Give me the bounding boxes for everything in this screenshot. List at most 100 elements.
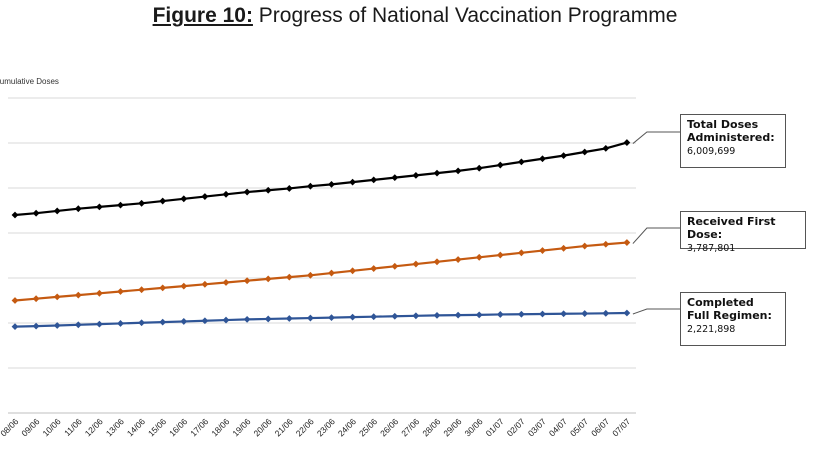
data-point bbox=[138, 286, 145, 294]
data-point bbox=[222, 279, 230, 286]
data-point bbox=[581, 148, 589, 156]
x-tick-label: 10/06 bbox=[40, 416, 62, 438]
x-tick-label: 25/06 bbox=[357, 416, 379, 438]
data-point bbox=[560, 244, 567, 252]
data-point bbox=[349, 313, 356, 321]
data-point bbox=[391, 262, 399, 270]
x-tick-label: 20/06 bbox=[251, 416, 273, 438]
x-tick-label: 18/06 bbox=[209, 416, 231, 438]
data-point bbox=[518, 310, 525, 318]
data-point bbox=[496, 161, 504, 169]
data-point bbox=[138, 319, 145, 327]
data-point bbox=[285, 185, 293, 192]
series-line-2 bbox=[14, 311, 627, 328]
data-point bbox=[560, 152, 567, 159]
callout-total-value: 6,009,699 bbox=[687, 146, 736, 157]
data-point bbox=[32, 322, 40, 330]
data-point bbox=[370, 313, 378, 321]
series-line-1 bbox=[14, 241, 627, 302]
data-point bbox=[32, 295, 40, 303]
series-line-0 bbox=[14, 141, 628, 217]
data-point bbox=[201, 193, 209, 200]
data-point bbox=[454, 311, 462, 319]
x-tick-label: 27/06 bbox=[399, 416, 421, 438]
data-point bbox=[180, 318, 188, 325]
data-point bbox=[623, 309, 631, 317]
data-point bbox=[307, 182, 314, 190]
data-point bbox=[560, 310, 567, 318]
callout-total-doses: Total Doses Administered: 6,009,699 bbox=[680, 114, 786, 168]
data-point bbox=[180, 282, 188, 290]
data-point bbox=[349, 178, 356, 186]
data-point bbox=[243, 277, 251, 285]
data-point bbox=[243, 188, 251, 196]
data-point bbox=[96, 320, 103, 328]
data-point bbox=[222, 190, 230, 198]
data-point bbox=[391, 312, 399, 320]
data-point bbox=[539, 155, 546, 163]
x-tick-label: 21/06 bbox=[273, 416, 295, 438]
x-tick-label: 06/07 bbox=[589, 416, 611, 438]
data-point bbox=[138, 199, 145, 207]
x-tick-label: 02/07 bbox=[505, 416, 527, 438]
data-point bbox=[53, 322, 61, 329]
data-point bbox=[180, 195, 188, 203]
x-tick-label: 28/06 bbox=[420, 416, 442, 438]
data-point bbox=[412, 312, 420, 320]
data-point bbox=[32, 209, 40, 217]
x-tick-label: 29/06 bbox=[441, 416, 463, 438]
data-point bbox=[11, 211, 19, 219]
callout-full-regimen: Completed Full Regimen: 2,221,898 bbox=[680, 292, 786, 346]
data-point bbox=[539, 310, 546, 318]
data-point bbox=[11, 297, 19, 304]
data-point bbox=[74, 321, 82, 329]
data-point bbox=[539, 247, 546, 254]
data-point bbox=[349, 267, 356, 275]
data-point bbox=[581, 242, 589, 250]
data-point bbox=[117, 288, 124, 295]
x-tick-label: 04/07 bbox=[547, 416, 569, 438]
y-axis-label: Cumulative Doses bbox=[0, 77, 59, 86]
figure-caption: Progress of National Vaccination Program… bbox=[252, 4, 678, 27]
data-point bbox=[475, 253, 483, 261]
leader-line-full bbox=[632, 308, 680, 315]
data-point bbox=[328, 269, 335, 277]
data-point bbox=[159, 318, 167, 326]
data-point bbox=[243, 316, 251, 323]
callout-full-value: 2,221,898 bbox=[687, 324, 736, 335]
data-point bbox=[602, 309, 610, 317]
data-point bbox=[433, 169, 441, 177]
x-tick-label: 23/06 bbox=[315, 416, 337, 438]
data-point bbox=[307, 314, 314, 322]
data-point bbox=[412, 172, 420, 179]
data-point bbox=[475, 311, 483, 319]
x-tick-label: 03/07 bbox=[526, 416, 548, 438]
chart-title: Figure 10: Progress of National Vaccinat… bbox=[0, 4, 830, 28]
data-point bbox=[454, 167, 462, 175]
data-point bbox=[117, 201, 124, 209]
x-tick-label: 15/06 bbox=[146, 416, 168, 438]
callout-full-label: Completed Full Regimen: bbox=[687, 296, 772, 322]
data-point bbox=[496, 251, 504, 259]
x-tick-label: 22/06 bbox=[294, 416, 316, 438]
x-tick-label: 05/07 bbox=[568, 416, 590, 438]
data-point bbox=[391, 174, 399, 182]
x-tick-label: 19/06 bbox=[230, 416, 252, 438]
data-point bbox=[370, 265, 378, 272]
data-point bbox=[328, 314, 335, 321]
x-tick-label: 16/06 bbox=[167, 416, 189, 438]
data-point bbox=[518, 249, 525, 257]
data-point bbox=[328, 181, 335, 188]
x-tick-label: 08/06 bbox=[0, 416, 21, 438]
data-point bbox=[496, 311, 504, 318]
data-point bbox=[201, 317, 209, 325]
data-point bbox=[74, 291, 82, 299]
x-tick-label: 09/06 bbox=[19, 416, 41, 438]
leader-line-first bbox=[632, 227, 680, 244]
x-tick-label: 30/06 bbox=[462, 416, 484, 438]
data-point bbox=[264, 315, 272, 323]
data-point bbox=[433, 311, 441, 319]
data-point bbox=[307, 271, 314, 279]
data-point bbox=[11, 323, 19, 330]
